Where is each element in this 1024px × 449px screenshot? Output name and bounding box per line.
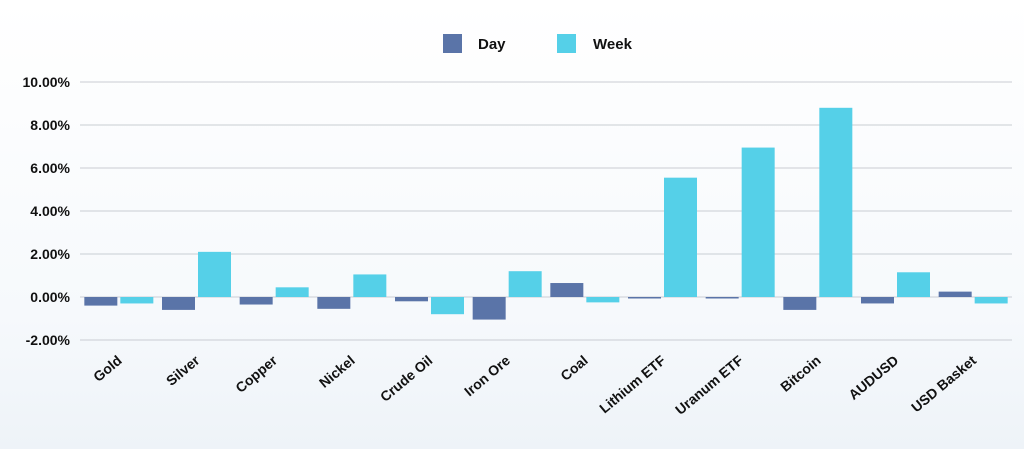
legend-label-week: Week (593, 36, 633, 53)
x-tick-label: AUDUSD (845, 352, 901, 403)
bar-day-nickel (317, 297, 351, 309)
bar-week-crude-oil (431, 297, 464, 315)
bar-day-uranum-etf (705, 297, 739, 299)
bar-day-usd-basket (938, 291, 972, 297)
bar-day-gold (84, 297, 118, 306)
x-tick-label: Silver (163, 352, 203, 389)
x-tick-label: Uranum ETF (672, 352, 746, 418)
bar-day-iron-ore (472, 297, 506, 320)
bar-day-lithium-etf (628, 297, 661, 299)
legend: Day Week (443, 34, 633, 53)
legend-swatch-day (443, 34, 462, 53)
legend-swatch-week (557, 34, 576, 53)
bar-day-audusd (861, 297, 894, 304)
bar-week-usd-basket (974, 297, 1008, 304)
bar-day-coal (550, 283, 584, 297)
bar-week-nickel (353, 274, 387, 297)
x-axis-categories: Gold Silver Copper Nickel Crude Oil Iron Ore C… (90, 352, 979, 418)
bar-day-crude-oil (395, 297, 428, 302)
x-tick-label: Iron Ore (461, 352, 513, 399)
legend-label-day: Day (478, 36, 506, 53)
y-tick-label: -2.00% (26, 332, 71, 348)
y-axis-ticks: 10.00% 8.00% 6.00% 4.00% 2.00% 0.00% -2.00% (23, 74, 71, 348)
y-tick-label: 10.00% (23, 74, 71, 90)
x-tick-label: Crude Oil (377, 352, 436, 405)
x-tick-label: Bitcoin (777, 352, 824, 395)
y-tick-label: 6.00% (30, 160, 70, 176)
x-tick-label: Copper (232, 352, 280, 396)
bar-week-lithium-etf (664, 177, 697, 297)
x-tick-label: Coal (557, 352, 591, 384)
x-tick-label: Gold (90, 352, 125, 385)
y-tick-label: 0.00% (30, 289, 70, 305)
bar-week-coal (586, 297, 620, 303)
grid-lines (80, 81, 1012, 341)
bar-week-bitcoin (819, 107, 853, 297)
y-tick-label: 2.00% (30, 246, 70, 262)
x-tick-label: Lithium ETF (596, 352, 669, 417)
y-tick-label: 8.00% (30, 117, 70, 133)
bar-week-gold (120, 297, 154, 304)
bar-day-silver (162, 297, 195, 310)
bar-week-audusd (897, 272, 930, 297)
bar-week-copper (275, 287, 309, 297)
bar-day-copper (239, 297, 273, 305)
bar-week-silver (198, 251, 231, 297)
x-tick-label: USD Basket (908, 352, 979, 415)
bar-week-uranum-etf (741, 147, 775, 297)
bar-day-bitcoin (783, 297, 817, 310)
bars (84, 107, 1008, 320)
x-tick-label: Nickel (316, 352, 358, 391)
bar-week-iron-ore (508, 271, 542, 297)
y-tick-label: 4.00% (30, 203, 70, 219)
